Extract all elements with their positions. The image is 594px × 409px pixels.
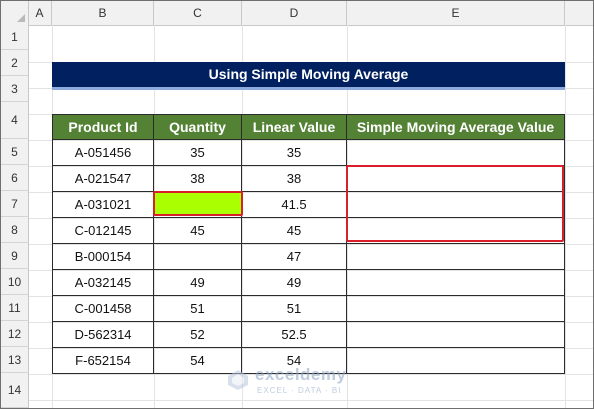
- sheet-title[interactable]: Using Simple Moving Average: [52, 62, 565, 87]
- grid-line: [29, 322, 593, 323]
- cell-product-id[interactable]: D-562314: [52, 322, 154, 348]
- cell-product-id[interactable]: A-051456: [52, 140, 154, 166]
- cell-product-id[interactable]: C-001458: [52, 296, 154, 322]
- column-header-e[interactable]: E: [347, 1, 565, 25]
- table-row: B-000154 47: [52, 244, 565, 270]
- header-quantity[interactable]: Quantity: [154, 114, 242, 140]
- sma-range-highlight[interactable]: [346, 165, 564, 242]
- cell-linear-value[interactable]: 54: [242, 348, 347, 374]
- grid-line: [29, 348, 593, 349]
- grid-line: [29, 140, 593, 141]
- cell-sma-value[interactable]: [347, 166, 565, 192]
- exceldemy-logo-icon: [228, 370, 248, 390]
- cell-product-id[interactable]: C-012145: [52, 218, 154, 244]
- cell-product-id[interactable]: A-032145: [52, 270, 154, 296]
- grid-line: [29, 192, 593, 193]
- row-header-4[interactable]: 4: [1, 102, 29, 139]
- column-header-a[interactable]: A: [28, 1, 52, 25]
- cell-sma-value[interactable]: [347, 140, 565, 166]
- cell-product-id[interactable]: A-021547: [52, 166, 154, 192]
- cell-product-id[interactable]: F-652154: [52, 348, 154, 374]
- grid-line: [29, 270, 593, 271]
- cell-sma-value[interactable]: [347, 244, 565, 270]
- row-header-2[interactable]: 2: [1, 50, 29, 76]
- grid-line: [29, 400, 593, 401]
- cell-sma-value[interactable]: [347, 322, 565, 348]
- cell-sma-value[interactable]: [347, 296, 565, 322]
- column-header-b[interactable]: B: [52, 1, 154, 25]
- table-header-row: Product Id Quantity Linear Value Simple …: [52, 114, 565, 140]
- row-header-10[interactable]: 10: [1, 269, 29, 295]
- cell-linear-value[interactable]: 38: [242, 166, 347, 192]
- cell-quantity[interactable]: 54: [154, 348, 242, 374]
- row-header-5[interactable]: 5: [1, 139, 29, 165]
- column-header-d[interactable]: D: [242, 1, 347, 25]
- cell-sma-value[interactable]: [347, 348, 565, 374]
- row-header-3[interactable]: 3: [1, 76, 29, 102]
- row-header-1[interactable]: 1: [1, 25, 29, 50]
- row-header-9[interactable]: 9: [1, 243, 29, 269]
- cell-sma-value[interactable]: [347, 192, 565, 218]
- table-row: C-001458 51 51: [52, 296, 565, 322]
- watermark-name: exceldemy: [255, 365, 347, 384]
- cell-linear-value[interactable]: 35: [242, 140, 347, 166]
- cell-quantity[interactable]: 49: [154, 270, 242, 296]
- cell-quantity[interactable]: 38: [154, 166, 242, 192]
- cell-sma-value[interactable]: [347, 218, 565, 244]
- cell-quantity[interactable]: 45: [154, 218, 242, 244]
- cell-linear-value[interactable]: 52.5: [242, 322, 347, 348]
- header-sma-value[interactable]: Simple Moving Average Value: [347, 114, 565, 140]
- grid-line: [29, 166, 593, 167]
- grid-line: [565, 25, 566, 408]
- cell-product-id[interactable]: B-000154: [52, 244, 154, 270]
- title-underline: [52, 87, 565, 90]
- missing-quantity-highlight[interactable]: [153, 191, 243, 216]
- row-header-6[interactable]: 6: [1, 165, 29, 191]
- grid-line: [29, 374, 593, 375]
- table-row: D-562314 52 52.5: [52, 322, 565, 348]
- table-row: F-652154 54 54: [52, 348, 565, 374]
- table-row: A-051456 35 35: [52, 140, 565, 166]
- column-header-bar: A B C D E: [1, 1, 593, 26]
- cell-linear-value[interactable]: 47: [242, 244, 347, 270]
- select-all-corner[interactable]: [1, 1, 29, 25]
- column-header-c[interactable]: C: [154, 1, 242, 25]
- cell-linear-value[interactable]: 51: [242, 296, 347, 322]
- cell-quantity[interactable]: 51: [154, 296, 242, 322]
- grid-line: [29, 296, 593, 297]
- table-row: A-021547 38 38: [52, 166, 565, 192]
- cell-linear-value[interactable]: 45: [242, 218, 347, 244]
- cell-quantity[interactable]: 52: [154, 322, 242, 348]
- table-row: A-032145 49 49: [52, 270, 565, 296]
- select-all-triangle-icon: [17, 14, 25, 22]
- grid-line: [29, 218, 593, 219]
- cell-quantity[interactable]: [154, 244, 242, 270]
- cell-linear-value[interactable]: 49: [242, 270, 347, 296]
- header-product-id[interactable]: Product Id: [52, 114, 154, 140]
- grid-line: [154, 25, 155, 408]
- grid-line: [29, 244, 593, 245]
- row-header-11[interactable]: 11: [1, 295, 29, 321]
- row-header-8[interactable]: 8: [1, 217, 29, 243]
- header-linear-value[interactable]: Linear Value: [242, 114, 347, 140]
- cell-sma-value[interactable]: [347, 270, 565, 296]
- grid-line: [242, 25, 243, 408]
- row-header-14[interactable]: 14: [1, 373, 29, 408]
- watermark: exceldemy EXCEL · DATA · BI: [227, 363, 377, 399]
- cell-product-id[interactable]: A-031021: [52, 192, 154, 218]
- cell-quantity[interactable]: 35: [154, 140, 242, 166]
- row-header-13[interactable]: 13: [1, 347, 29, 373]
- watermark-tagline: EXCEL · DATA · BI: [257, 386, 342, 395]
- row-header-7[interactable]: 7: [1, 191, 29, 217]
- row-header-12[interactable]: 12: [1, 321, 29, 347]
- cell-linear-value[interactable]: 41.5: [242, 192, 347, 218]
